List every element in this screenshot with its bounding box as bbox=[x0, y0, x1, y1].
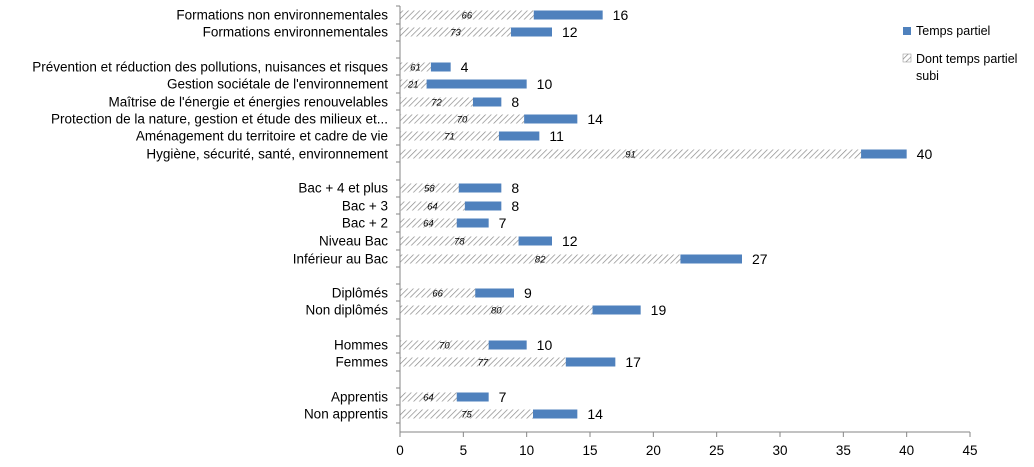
x-axis: 0 5 10 15 20 25 30 35 40 45 bbox=[396, 5, 978, 458]
value-label: 4 bbox=[461, 59, 469, 75]
bar-temps-partiel-subi bbox=[400, 10, 534, 20]
category-label: Hommes bbox=[334, 338, 388, 353]
value-label: 10 bbox=[537, 76, 553, 92]
x-tick-label: 15 bbox=[582, 443, 597, 458]
bar-temps-partiel-subi bbox=[400, 340, 489, 350]
value-label: 12 bbox=[562, 24, 578, 40]
value-label: 7 bbox=[499, 215, 507, 231]
value-label: 14 bbox=[587, 406, 603, 422]
subi-percent-label: 70 bbox=[439, 341, 450, 352]
bar-temps-partiel-subi bbox=[400, 27, 511, 37]
bar-temps-partiel-subi bbox=[400, 392, 457, 402]
bar-temps-partiel-subi bbox=[400, 254, 681, 264]
subi-percent-label: 21 bbox=[407, 80, 419, 91]
x-tick-label: 30 bbox=[772, 443, 787, 458]
bar-temps-partiel-subi bbox=[400, 131, 499, 141]
bar-temps-partiel-subi bbox=[400, 305, 593, 315]
x-tick-label: 45 bbox=[962, 443, 977, 458]
category-label: Prévention et réduction des pollutions, … bbox=[32, 60, 388, 75]
category-label: Femmes bbox=[335, 355, 388, 370]
legend-swatch-temps-partiel-subi bbox=[902, 53, 912, 63]
subi-percent-label: 70 bbox=[457, 115, 468, 126]
subi-percent-label: 71 bbox=[444, 132, 455, 143]
subi-percent-label: 61 bbox=[410, 63, 421, 74]
category-label: Apprentis bbox=[331, 390, 388, 405]
category-label: Bac + 3 bbox=[342, 199, 388, 214]
category-label: Protection de la nature, gestion et étud… bbox=[51, 112, 388, 127]
subi-percent-label: 73 bbox=[450, 28, 461, 39]
category-label: Non diplômés bbox=[305, 303, 388, 318]
x-tick-label: 40 bbox=[899, 443, 914, 458]
bar-temps-partiel-subi bbox=[400, 79, 427, 89]
bar-temps-partiel-subi bbox=[400, 236, 519, 246]
category-label: Bac + 2 bbox=[342, 216, 388, 231]
legend-label-temps-partiel-subi-line1: Dont temps partiel bbox=[916, 52, 1017, 66]
category-label: Diplômés bbox=[332, 286, 389, 301]
subi-percent-label: 66 bbox=[432, 289, 443, 300]
subi-percent-label: 75 bbox=[461, 410, 472, 421]
bar-temps-partiel-subi bbox=[400, 149, 862, 159]
bar-temps-partiel-subi bbox=[400, 183, 459, 193]
bar-temps-partiel-subi bbox=[400, 62, 431, 72]
value-label: 8 bbox=[511, 198, 519, 214]
category-label: Aménagement du territoire et cadre de vi… bbox=[136, 129, 388, 144]
subi-percent-label: 66 bbox=[462, 11, 473, 22]
bar-temps-partiel-subi bbox=[400, 357, 566, 367]
x-tick-label: 10 bbox=[519, 443, 534, 458]
value-label: 12 bbox=[562, 233, 578, 249]
subi-percent-label: 91 bbox=[625, 150, 636, 161]
value-label: 9 bbox=[524, 285, 532, 301]
bars-layer: Formations non environnementales 16 66 Form… bbox=[32, 7, 932, 422]
value-label: 7 bbox=[499, 389, 507, 405]
category-label: Formations non environnementales bbox=[176, 8, 388, 23]
value-label: 16 bbox=[613, 7, 629, 23]
category-label: Bac + 4 et plus bbox=[298, 181, 388, 196]
subi-percent-label: 64 bbox=[423, 393, 434, 404]
subi-percent-label: 80 bbox=[491, 306, 502, 317]
legend-label-temps-partiel: Temps partiel bbox=[916, 24, 990, 38]
bar-temps-partiel-subi bbox=[400, 114, 525, 124]
bar-temps-partiel-subi bbox=[400, 201, 465, 211]
subi-percent-label: 77 bbox=[478, 358, 489, 369]
legend: Temps partiel Dont temps partiel subi bbox=[902, 24, 1017, 83]
legend-label-temps-partiel-subi-line2: subi bbox=[916, 69, 939, 83]
subi-percent-label: 64 bbox=[423, 219, 434, 230]
category-label: Inférieur au Bac bbox=[293, 252, 389, 267]
x-tick-label: 20 bbox=[646, 443, 661, 458]
subi-percent-label: 72 bbox=[431, 98, 442, 109]
x-tick-label: 25 bbox=[709, 443, 724, 458]
value-label: 19 bbox=[651, 302, 667, 318]
value-label: 8 bbox=[511, 180, 519, 196]
bar-temps-partiel-subi bbox=[400, 218, 457, 228]
bar-temps-partiel-subi bbox=[400, 288, 476, 298]
legend-swatch-temps-partiel bbox=[903, 27, 911, 35]
category-label: Niveau Bac bbox=[319, 234, 388, 249]
category-label: Formations environnementales bbox=[203, 25, 389, 40]
bar-temps-partiel-subi bbox=[400, 409, 533, 419]
x-tick-label: 5 bbox=[460, 443, 468, 458]
category-label: Hygiène, sécurité, santé, environnement bbox=[146, 147, 388, 162]
category-label: Non apprentis bbox=[304, 407, 388, 422]
value-label: 17 bbox=[625, 354, 641, 370]
category-label: Maîtrise de l'énergie et énergies renouv… bbox=[109, 95, 389, 110]
x-tick-label: 0 bbox=[396, 443, 404, 458]
bar-temps-partiel bbox=[400, 79, 527, 89]
subi-percent-label: 82 bbox=[535, 255, 546, 266]
value-label: 14 bbox=[587, 111, 603, 127]
value-label: 40 bbox=[917, 146, 933, 162]
category-label: Gestion sociétale de l'environnement bbox=[167, 77, 388, 92]
value-label: 8 bbox=[511, 94, 519, 110]
value-label: 27 bbox=[752, 251, 768, 267]
subi-percent-label: 58 bbox=[424, 184, 435, 195]
subi-percent-label: 78 bbox=[454, 237, 465, 248]
value-label: 10 bbox=[537, 337, 553, 353]
x-tick-label: 35 bbox=[836, 443, 851, 458]
bar-temps-partiel-subi bbox=[400, 97, 473, 107]
subi-percent-label: 64 bbox=[427, 202, 438, 213]
value-label: 11 bbox=[549, 128, 564, 144]
